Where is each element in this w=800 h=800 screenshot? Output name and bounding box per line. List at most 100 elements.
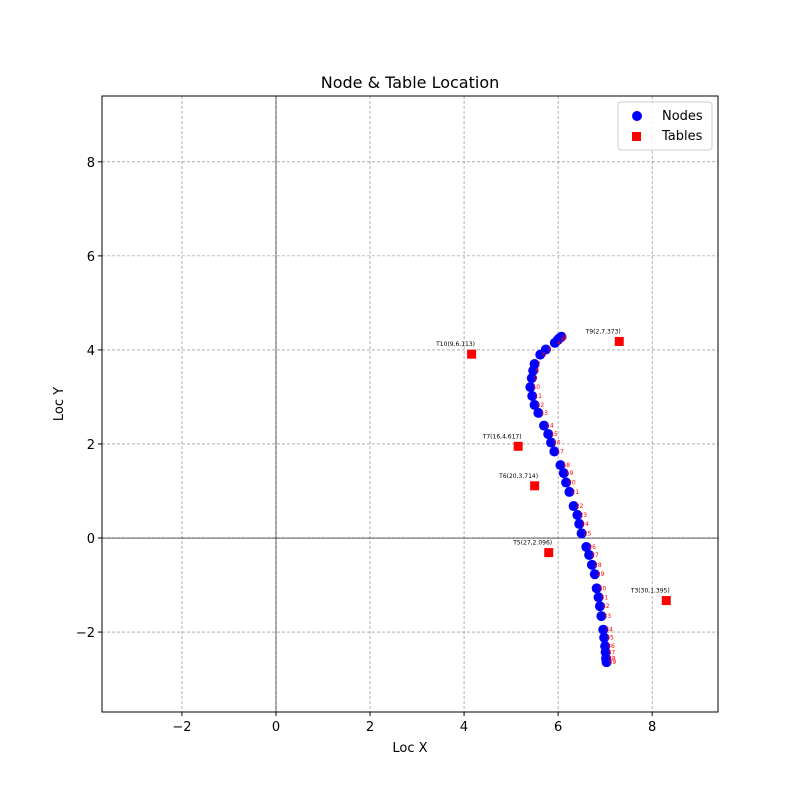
x-tick-label: −2: [172, 720, 191, 735]
node-label: 8: [535, 368, 539, 375]
node-label: 27: [591, 552, 599, 559]
node-label: 31: [601, 594, 609, 601]
y-tick-label: 6: [87, 250, 95, 265]
zero-axis-lines: [102, 96, 718, 712]
node-label: 32: [602, 603, 610, 610]
node-label: 25: [584, 530, 592, 537]
node-point: [546, 437, 557, 448]
node-point: [591, 583, 602, 594]
node-label: 9: [534, 375, 538, 382]
node-label: 39: [609, 659, 617, 666]
table-label: T9(2,7.373): [585, 328, 621, 335]
table-label: T6(20,3.714): [498, 473, 538, 480]
node-point: [527, 391, 538, 402]
legend-tables-marker: [632, 132, 641, 141]
node-label: 34: [605, 627, 613, 634]
node-point: [529, 399, 540, 410]
y-tick-label: 2: [87, 438, 95, 453]
node-label: 4: [557, 340, 561, 347]
node-point: [539, 420, 550, 431]
node-label: 33: [603, 613, 611, 620]
legend-nodes-marker: [632, 111, 642, 121]
node-point: [594, 601, 605, 612]
x-tick-label: 6: [554, 720, 562, 735]
node-label: 15: [550, 431, 558, 438]
y-tick-label: 0: [87, 532, 95, 547]
plot-area-frame: [101, 95, 719, 713]
node-label: 36: [607, 643, 615, 650]
table-point: [513, 441, 523, 451]
node-point: [528, 365, 539, 376]
table-point: [467, 349, 477, 359]
node-label: 2: [562, 335, 566, 342]
node-point: [584, 549, 595, 560]
node-point: [576, 528, 587, 539]
legend: Nodes Tables: [617, 101, 713, 151]
node-point: [601, 657, 612, 668]
node-label: 21: [571, 489, 579, 496]
node-point: [555, 460, 566, 471]
node-point: [599, 632, 610, 643]
chart-title: Node & Table Location: [321, 73, 500, 92]
table-label: T7(16,4.617): [482, 433, 522, 440]
x-tick-label: 0: [272, 720, 280, 735]
y-axis-label: Loc Y: [52, 387, 67, 421]
table-point: [661, 596, 671, 606]
node-label: 7: [537, 361, 541, 368]
node-label: 17: [556, 448, 564, 455]
node-label: 3: [560, 337, 564, 344]
data-marks: 1234567891011121314151617181920212223242…: [435, 328, 671, 668]
node-point: [549, 337, 560, 348]
table-label: T5(27,2.096): [512, 540, 552, 547]
node-label: 5: [548, 346, 552, 353]
node-label: 12: [537, 402, 545, 409]
node-point: [593, 592, 604, 603]
node-label: 24: [581, 521, 589, 528]
table-point: [530, 481, 540, 491]
node-label: 38: [608, 655, 616, 662]
node-point: [572, 509, 583, 520]
table-label: T3(30,1.395): [630, 588, 670, 595]
x-axis-label: Loc X: [392, 741, 427, 756]
node-point: [568, 501, 579, 512]
y-tick-label: 4: [87, 344, 95, 359]
node-label: 20: [568, 480, 576, 487]
node-label: 18: [562, 462, 570, 469]
node-point: [561, 477, 572, 488]
table-point: [544, 548, 554, 558]
node-label: 37: [608, 649, 616, 656]
node-point: [596, 611, 607, 622]
x-tick-label: 2: [366, 720, 374, 735]
node-label: 19: [566, 470, 574, 477]
node-label: 14: [546, 423, 554, 430]
node-label: 22: [576, 503, 584, 510]
node-point: [598, 624, 609, 635]
node-point: [526, 373, 537, 384]
node-label: 11: [534, 393, 542, 400]
node-point: [589, 569, 600, 580]
node-point: [543, 429, 554, 440]
node-point: [525, 382, 536, 393]
node-point: [586, 559, 597, 570]
legend-nodes-label: Nodes: [662, 109, 703, 124]
node-label: 23: [579, 512, 587, 519]
legend-tables-label: Tables: [661, 129, 703, 144]
node-label: 28: [594, 562, 602, 569]
node-label: 29: [597, 571, 605, 578]
node-point: [558, 468, 569, 479]
node-label: 10: [532, 384, 540, 391]
node-point: [564, 486, 575, 497]
node-label: 1: [563, 334, 567, 341]
node-point: [533, 407, 544, 418]
node-label: 13: [540, 410, 548, 417]
node-label: 30: [599, 585, 607, 592]
node-label: 16: [553, 440, 561, 447]
x-tick-label: 8: [648, 720, 656, 735]
node-point: [549, 446, 560, 457]
node-label: 26: [588, 544, 596, 551]
node-label: 6: [542, 352, 546, 359]
table-label: T10(9,6.113): [435, 341, 475, 348]
node-point: [535, 349, 546, 360]
